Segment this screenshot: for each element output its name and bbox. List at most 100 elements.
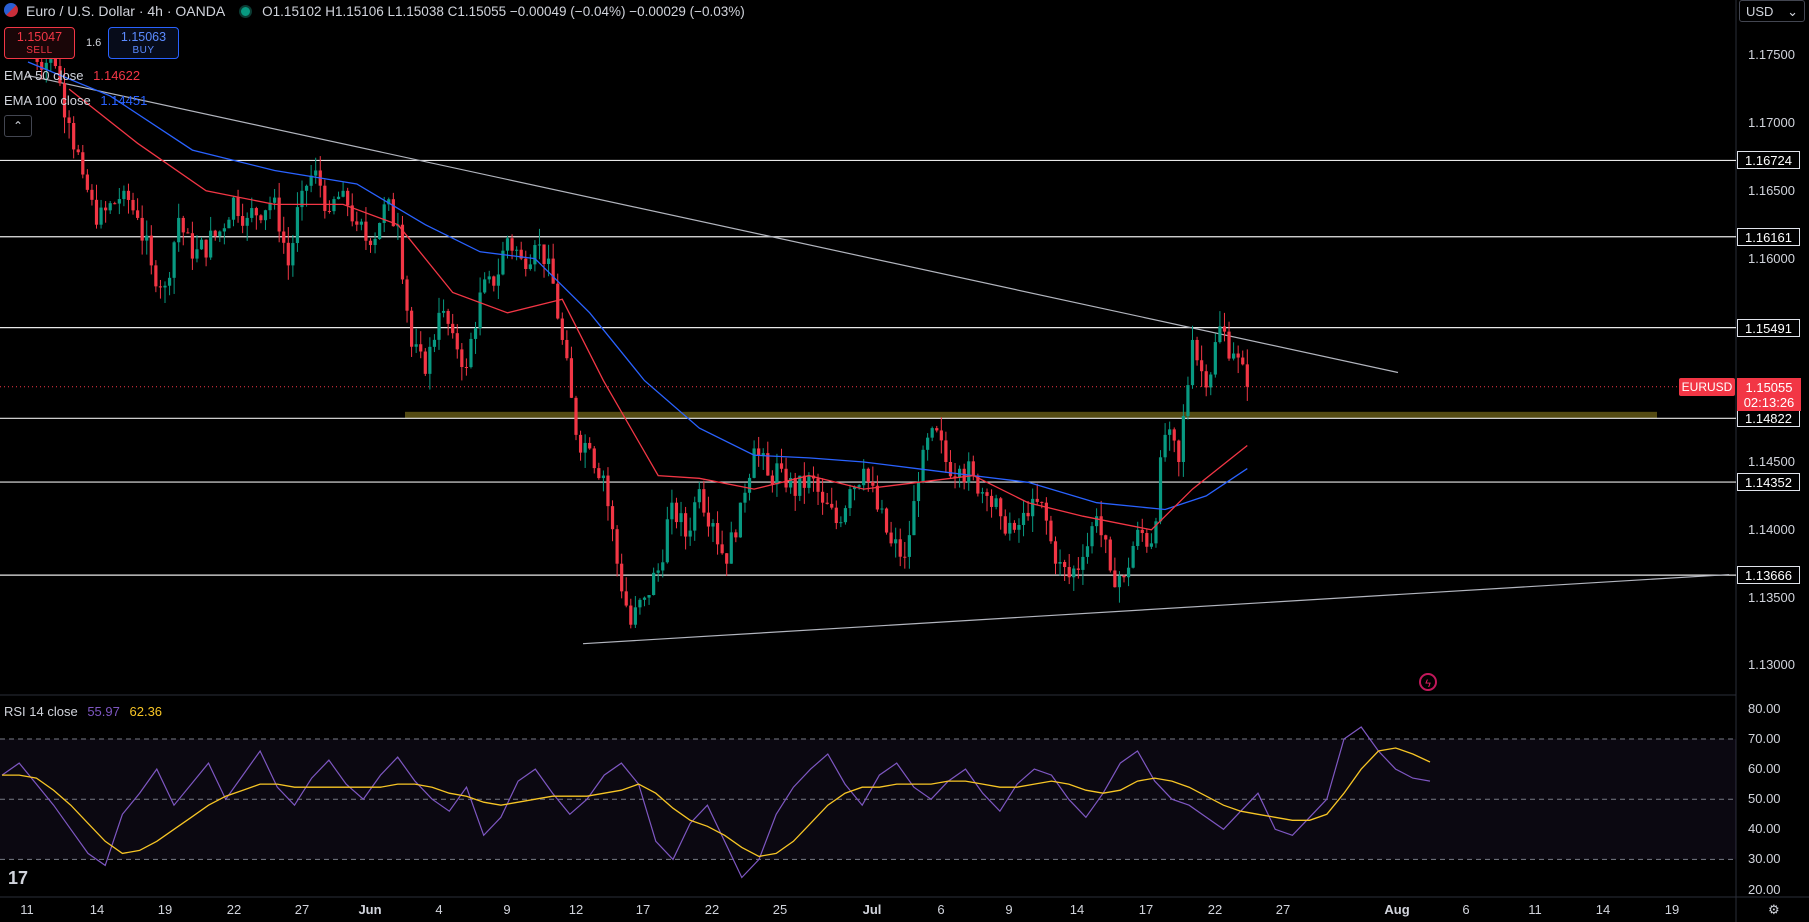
eur-usd-flag-icon <box>4 3 18 17</box>
candle-body <box>610 506 615 530</box>
candle-body <box>295 207 300 244</box>
time-tick-label: Jun <box>358 902 382 917</box>
candle-body <box>624 591 628 606</box>
candle-body <box>268 202 272 211</box>
candle-body <box>880 508 884 510</box>
rsi-ma-value: 62.36 <box>129 704 163 719</box>
rsi-tick-label: 20.00 <box>1748 881 1781 897</box>
candle-body <box>72 123 76 150</box>
time-tick-label: 14 <box>1595 902 1611 917</box>
bar-countdown: 02:13:26 <box>1743 395 1795 410</box>
candle-body <box>1090 526 1094 547</box>
candle-body <box>871 482 875 486</box>
candle-body <box>158 286 163 288</box>
candle-body <box>428 346 432 374</box>
candle-body <box>245 217 249 226</box>
candle-body <box>592 448 596 469</box>
candle-body <box>163 285 167 288</box>
time-tick-label: 9 <box>503 902 511 917</box>
rsi-ma-line <box>2 747 1431 858</box>
alert-lightning-icon[interactable]: ϟ <box>1419 673 1437 691</box>
price-tick-label: 1.13000 <box>1748 657 1795 673</box>
candle-body <box>1213 342 1217 375</box>
candle-body <box>81 152 85 175</box>
ema100-legend[interactable]: EMA 100 close 1.14451 <box>4 93 147 108</box>
chevron-down-icon: ⌄ <box>1787 4 1798 19</box>
candle-body <box>492 276 496 286</box>
candle-body <box>1222 326 1227 332</box>
candle-body <box>145 235 149 241</box>
candle-body <box>665 519 669 563</box>
price-tick-label: 1.14000 <box>1748 521 1795 537</box>
candle-body <box>944 440 948 462</box>
chevron-up-icon: ⌃ <box>12 119 24 133</box>
candle-body <box>524 258 528 269</box>
candle-body <box>789 477 793 488</box>
symbol-title[interactable]: Euro / U.S. Dollar · 4h · OANDA <box>26 3 226 19</box>
candle-body <box>62 83 67 118</box>
candle-body <box>300 190 304 208</box>
candle-body <box>1186 385 1190 416</box>
candle-body <box>999 498 1003 517</box>
sell-button[interactable]: 1.15047 SELL <box>4 27 75 59</box>
candle-body <box>729 532 733 564</box>
candle-body <box>94 199 99 225</box>
candle-body <box>1053 541 1058 564</box>
candle-body <box>1236 353 1240 358</box>
descending-trendline <box>27 74 1399 374</box>
candle-body <box>286 242 290 266</box>
candle-body <box>241 216 245 226</box>
currency-selector[interactable]: USD ⌄ <box>1739 0 1805 22</box>
candle-body <box>282 231 286 243</box>
candle-body <box>551 258 555 284</box>
candle-body <box>839 522 843 524</box>
candle-body <box>775 463 779 485</box>
rsi-legend[interactable]: RSI 14 close 55.97 62.36 <box>4 704 162 719</box>
candle-body <box>752 448 756 478</box>
buy-button[interactable]: 1.15063 BUY <box>108 27 179 59</box>
rsi-tick-label: 60.00 <box>1748 761 1781 777</box>
level-price-label: 1.14822 <box>1737 409 1800 428</box>
candle-body <box>830 503 834 508</box>
candle-body <box>674 502 679 523</box>
candle-body <box>190 233 194 259</box>
candle-body <box>569 358 574 398</box>
candle-body <box>715 523 720 545</box>
candle-body <box>419 344 423 352</box>
candle-body <box>378 222 382 239</box>
candle-body <box>469 338 473 368</box>
candle-body <box>528 264 532 269</box>
collapse-legend-button[interactable]: ⌃ <box>4 115 32 137</box>
tradingview-logo[interactable]: 17 <box>8 868 29 888</box>
candle-body <box>894 539 898 544</box>
rsi-value: 55.97 <box>87 704 120 719</box>
candle-body <box>199 239 204 250</box>
candle-body <box>410 310 414 347</box>
candle-body <box>647 595 651 598</box>
candle-body <box>1085 546 1090 557</box>
candle-body <box>186 232 190 234</box>
candle-body <box>779 463 784 469</box>
candle-body <box>916 482 921 502</box>
time-tick-label: 19 <box>157 902 173 917</box>
candle-body <box>1154 521 1158 544</box>
candle-body <box>1163 434 1167 458</box>
spread-value: 1.6 <box>86 37 102 49</box>
candle-body <box>1131 545 1135 568</box>
rsi-line <box>1 726 1431 879</box>
candle-body <box>76 149 80 153</box>
candle-body <box>291 243 295 266</box>
price-tick-label: 1.17000 <box>1748 115 1795 130</box>
candle-body <box>455 333 459 350</box>
settings-icon[interactable]: ⚙ <box>1768 902 1780 917</box>
candle-body <box>195 249 199 259</box>
candle-body <box>1063 561 1067 568</box>
candle-body <box>263 210 268 221</box>
ema50-legend[interactable]: EMA 50 close 1.14622 <box>4 68 140 83</box>
candle-body <box>734 532 738 538</box>
candle-body <box>259 215 263 221</box>
candle-body <box>1081 556 1085 570</box>
candle-body <box>414 344 418 347</box>
time-tick-label: 9 <box>1005 902 1013 917</box>
